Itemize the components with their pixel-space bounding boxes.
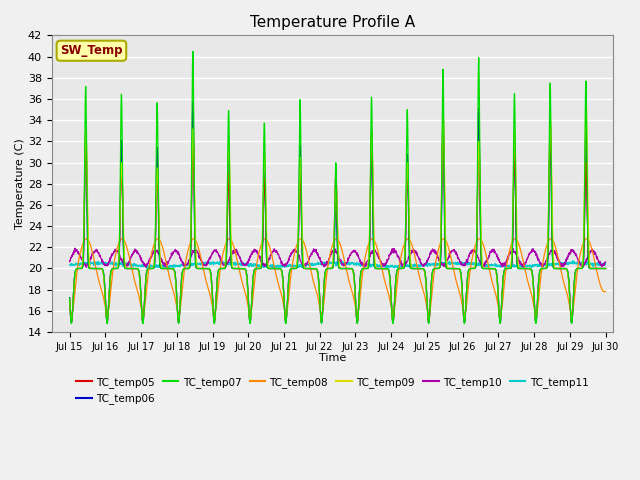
X-axis label: Time: Time	[319, 353, 346, 363]
Legend: TC_temp05, TC_temp06, TC_temp07, TC_temp08, TC_temp09, TC_temp10, TC_temp11: TC_temp05, TC_temp06, TC_temp07, TC_temp…	[72, 373, 593, 408]
Text: SW_Temp: SW_Temp	[60, 44, 123, 57]
Title: Temperature Profile A: Temperature Profile A	[250, 15, 415, 30]
Y-axis label: Temperature (C): Temperature (C)	[15, 138, 25, 229]
